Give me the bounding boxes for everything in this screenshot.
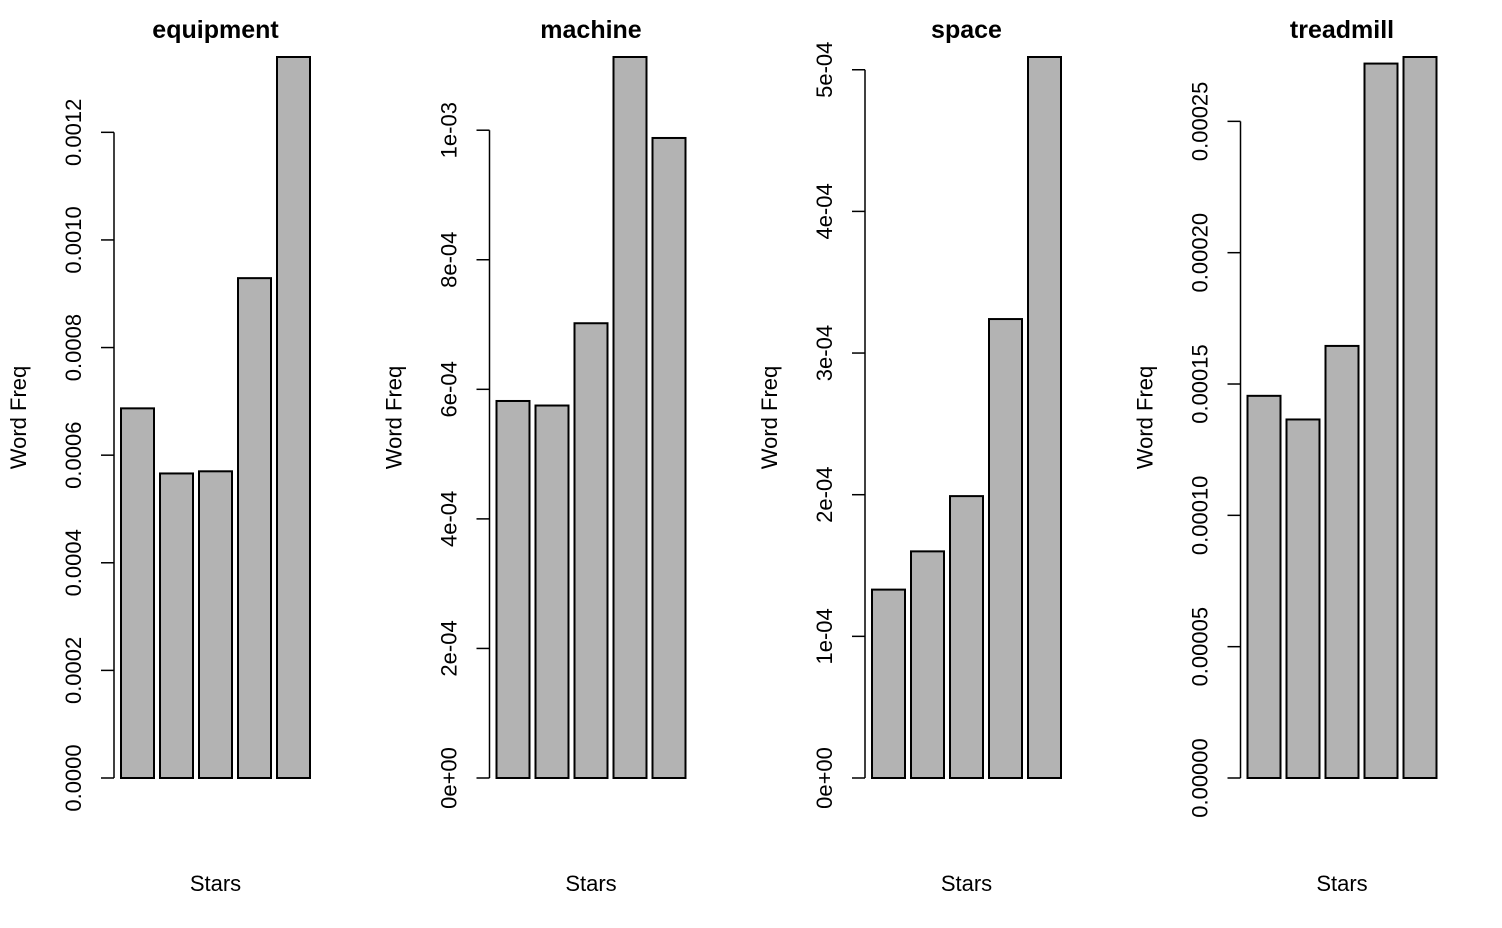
bars-group (1246, 56, 1438, 780)
bars-group (120, 56, 311, 779)
bar (1285, 418, 1321, 779)
chart-title: treadmill (1290, 16, 1394, 44)
bars-group (495, 56, 687, 779)
y-tick-label: 2e-04 (812, 467, 837, 523)
bar (237, 277, 272, 779)
bar (276, 56, 311, 779)
chart-title: machine (540, 16, 642, 44)
y-tick-label: 5e-04 (812, 42, 837, 98)
bar (988, 318, 1023, 779)
bar (1363, 62, 1399, 780)
y-tick-label: 2e-04 (437, 620, 462, 676)
y-tick-label: 0e+00 (437, 747, 462, 809)
y-tick-label: 4e-04 (437, 491, 462, 547)
chart-panel-machine: machine Word Freq Stars 0e+00 2e-04 4e-04 6… (382, 16, 687, 896)
y-axis-label: Word Freq (6, 366, 31, 470)
bar (573, 322, 609, 779)
chart-panel-treadmill: treadmill Word Freq Stars 0.00000 0.00005… (1133, 16, 1438, 896)
x-axis-label: Stars (190, 871, 241, 896)
y-axis: 0e+00 1e-04 2e-04 3e-04 4e-04 5e-04 (812, 42, 866, 809)
bar (871, 588, 906, 779)
bar (1246, 394, 1282, 779)
chart-title: equipment (152, 16, 279, 44)
bar (651, 136, 687, 779)
y-tick-label: 0.00015 (1188, 344, 1213, 424)
y-tick-label: 3e-04 (812, 325, 837, 381)
chart-title: space (931, 16, 1002, 44)
y-axis: 0.00000 0.00005 0.00010 0.00015 0.00020 0.000… (1188, 82, 1242, 818)
bar (1402, 56, 1438, 779)
y-tick-label: 0.0000 (61, 744, 86, 811)
y-axis: 0.0000 0.0002 0.0004 0.0006 0.0008 0.0010 0.00… (61, 99, 115, 812)
y-tick-label: 4e-04 (812, 183, 837, 239)
y-tick-label: 0.0006 (61, 422, 86, 489)
y-axis-label: Word Freq (757, 366, 782, 470)
y-tick-label: 0.0002 (61, 637, 86, 704)
x-axis-label: Stars (941, 871, 992, 896)
y-tick-label: 0.0008 (61, 314, 86, 381)
bar (534, 404, 570, 779)
x-axis-label: Stars (565, 871, 616, 896)
bar (159, 472, 194, 779)
y-tick-label: 0.00005 (1188, 607, 1213, 687)
bar (1324, 344, 1360, 779)
bar (120, 407, 155, 779)
bars-group (871, 56, 1062, 780)
bar (949, 495, 984, 779)
y-tick-label: 8e-04 (437, 232, 462, 288)
y-tick-label: 0.00010 (1188, 476, 1213, 556)
bar (198, 470, 233, 779)
chart-panel-equipment: equipment Word Freq Stars 0.00000.00020.… (6, 16, 311, 896)
bar (1027, 56, 1062, 779)
bar (910, 550, 945, 780)
y-tick-label: 0.0012 (61, 99, 86, 166)
y-tick-label: 0.00000 (1188, 738, 1213, 818)
y-tick-label: 1e-04 (812, 608, 837, 664)
y-tick-label: 0.00020 (1188, 213, 1213, 293)
y-tick-label: 0.00025 (1188, 82, 1213, 162)
y-tick-label: 0.0010 (61, 206, 86, 273)
y-tick-label: 0.0004 (61, 529, 86, 596)
bar (612, 56, 648, 779)
y-axis-label: Word Freq (382, 366, 407, 470)
bar (495, 399, 531, 779)
x-axis-label: Stars (1316, 871, 1367, 896)
y-axis: 0e+00 2e-04 4e-04 6e-04 8e-04 1e-03 (437, 102, 491, 809)
y-axis-label: Word Freq (1133, 366, 1158, 470)
chart-panel-space: space Word Freq Stars 0e+00 1e-04 2e-04 3e-… (757, 16, 1062, 896)
y-tick-label: 6e-04 (437, 361, 462, 417)
y-tick-label: 0e+00 (812, 747, 837, 809)
y-tick-label: 1e-03 (437, 102, 462, 158)
